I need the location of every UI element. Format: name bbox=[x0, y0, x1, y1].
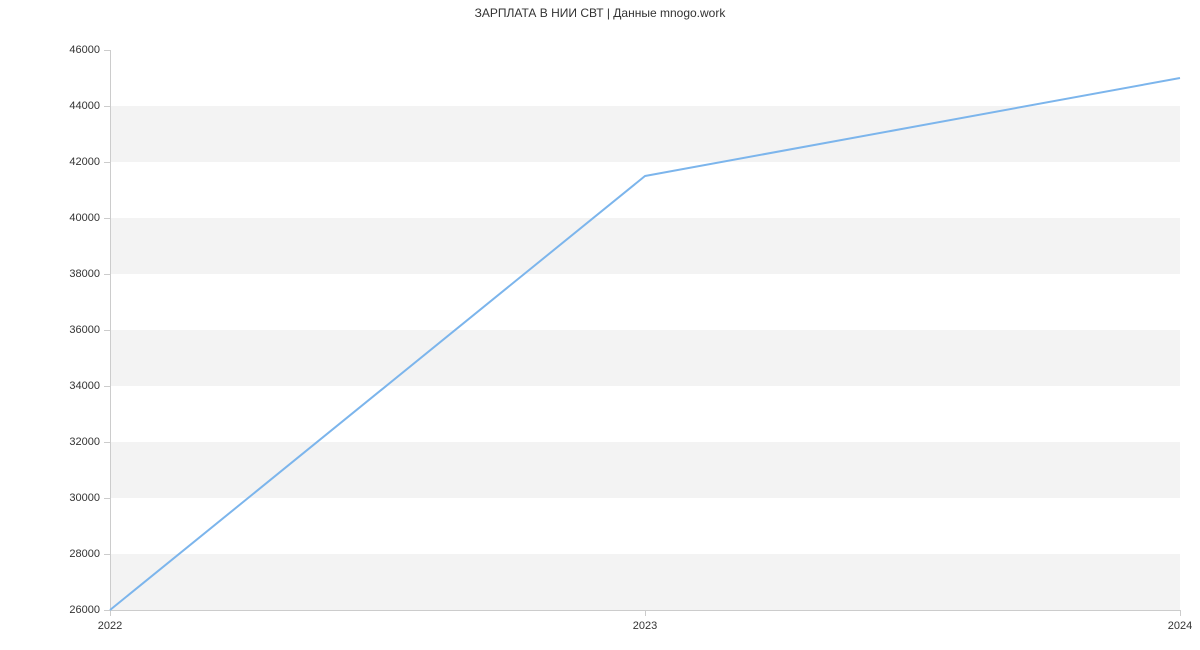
x-tick bbox=[1180, 610, 1181, 616]
series-layer bbox=[110, 50, 1180, 610]
y-tick-label: 44000 bbox=[50, 100, 100, 112]
x-tick-label: 2024 bbox=[1168, 620, 1192, 632]
y-tick-label: 40000 bbox=[50, 212, 100, 224]
x-tick-label: 2023 bbox=[633, 620, 657, 632]
y-tick-label: 38000 bbox=[50, 268, 100, 280]
chart-title: ЗАРПЛАТА В НИИ СВТ | Данные mnogo.work bbox=[0, 6, 1200, 20]
y-tick-label: 26000 bbox=[50, 604, 100, 616]
chart-container: ЗАРПЛАТА В НИИ СВТ | Данные mnogo.work 2… bbox=[0, 0, 1200, 650]
y-tick-label: 30000 bbox=[50, 492, 100, 504]
plot-area: 2600028000300003200034000360003800040000… bbox=[110, 50, 1180, 610]
y-tick-label: 28000 bbox=[50, 548, 100, 560]
y-tick-label: 34000 bbox=[50, 380, 100, 392]
x-tick-label: 2022 bbox=[98, 620, 122, 632]
y-tick-label: 42000 bbox=[50, 156, 100, 168]
y-tick-label: 32000 bbox=[50, 436, 100, 448]
y-tick-label: 46000 bbox=[50, 44, 100, 56]
x-tick bbox=[645, 610, 646, 616]
x-tick bbox=[110, 610, 111, 616]
y-tick-label: 36000 bbox=[50, 324, 100, 336]
line-series-salary bbox=[110, 78, 1180, 610]
